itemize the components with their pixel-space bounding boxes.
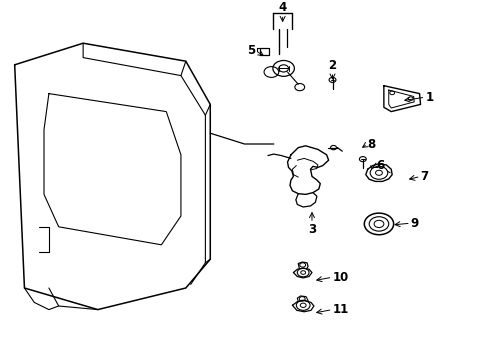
Circle shape bbox=[300, 303, 305, 307]
Text: 3: 3 bbox=[307, 223, 315, 236]
Circle shape bbox=[375, 170, 382, 175]
Circle shape bbox=[328, 77, 335, 82]
Circle shape bbox=[359, 157, 366, 162]
Text: 11: 11 bbox=[332, 303, 348, 316]
Text: 8: 8 bbox=[367, 138, 375, 150]
Text: 1: 1 bbox=[425, 91, 433, 104]
Circle shape bbox=[300, 271, 305, 274]
Text: 2: 2 bbox=[328, 59, 336, 72]
Text: 7: 7 bbox=[420, 170, 428, 183]
Text: 9: 9 bbox=[410, 217, 418, 230]
Circle shape bbox=[278, 65, 288, 72]
Text: 6: 6 bbox=[376, 159, 384, 172]
Text: 4: 4 bbox=[278, 1, 286, 14]
Text: 5: 5 bbox=[246, 44, 255, 57]
Text: 10: 10 bbox=[332, 271, 348, 284]
Circle shape bbox=[330, 145, 336, 150]
